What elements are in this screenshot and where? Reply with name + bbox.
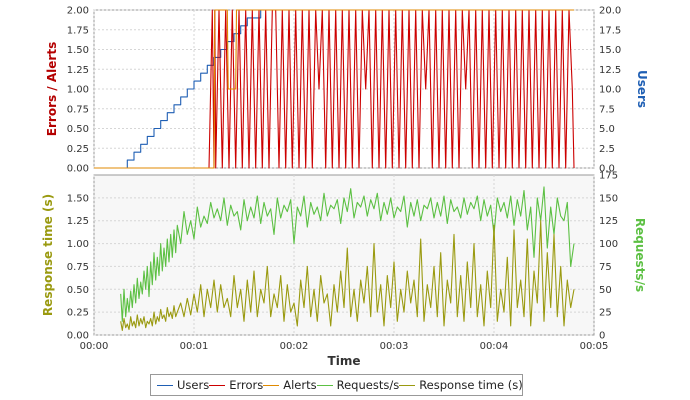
bottom-ticks: 0.00 0.25 0.50 0.75 1.00 1.25 1.50 0 25 50 75 100 12… [67,171,618,353]
right-tick-label: 7.5 [599,104,615,115]
left-tick-label: 1.50 [67,193,89,204]
legend-label-alerts: Alerts [283,378,317,392]
right-tick-label: 20.0 [599,6,621,17]
x-axis-title: Time [328,354,361,368]
series-line-errors [94,9,575,169]
right-tick-label: 10.0 [599,85,621,96]
left-tick-label: 1.00 [67,85,89,96]
legend-label-users: Users [177,378,210,392]
top-right-axis-title: Users [635,70,649,108]
legend-swatch-alerts [263,384,280,386]
x-tick-label: 00:05 [580,341,609,352]
top-panel: 0.00 0.25 0.50 0.75 1.00 1.25 1.50 1.75 2.00 0.0 2… [45,6,649,175]
bottom-right-axis-title: Requests/s [633,218,647,292]
x-tick-label: 00:04 [480,341,509,352]
right-tick-label: 100 [599,239,618,250]
series-line-requests-s [120,186,575,322]
legend-swatch-errors [209,384,226,386]
left-tick-label: 1.25 [67,216,89,227]
right-tick-label: 17.5 [599,25,621,36]
left-tick-label: 0.75 [67,104,89,115]
legend-item-users: Users [157,378,209,392]
legend-item-response-time: Response time (s) [399,378,523,392]
right-tick-label: 12.5 [599,65,621,76]
left-tick-label: 0.50 [67,285,89,296]
right-tick-label: 2.5 [599,144,615,155]
left-tick-label: 0.00 [67,331,89,342]
left-tick-label: 1.50 [67,45,89,56]
left-tick-label: 0.25 [67,308,89,319]
left-tick-label: 0.75 [67,262,89,273]
legend: Users Errors Alerts Requests/s Response … [150,374,523,396]
bottom-panel: 0.00 0.25 0.50 0.75 1.00 1.25 1.50 0 25 50 75 100 12… [41,171,647,369]
top-series [94,9,575,169]
left-tick-label: 0.00 [67,164,89,175]
right-tick-label: 50 [599,285,612,296]
legend-item-requests: Requests/s [316,378,400,392]
legend-label-requests: Requests/s [336,378,400,392]
top-ticks: 0.00 0.25 0.50 0.75 1.00 1.25 1.50 1.75 2.00 0.0 2… [67,6,622,175]
top-left-axis-title: Errors / Alerts [45,42,59,136]
legend-item-errors: Errors [209,378,263,392]
bottom-series [120,186,575,331]
legend-swatch-response-time [399,384,416,386]
legend-swatch-requests [316,384,333,386]
left-tick-label: 1.25 [67,65,89,76]
right-tick-label: 25 [599,308,612,319]
bottom-left-axis-title: Response time (s) [41,194,55,316]
x-tick-label: 00:03 [380,341,409,352]
right-tick-label: 0.0 [599,164,615,175]
x-tick-label: 00:02 [280,341,309,352]
right-tick-label: 5.0 [599,124,615,135]
legend-label-response-time: Response time (s) [419,378,523,392]
series-line-response-time-s [120,220,575,331]
right-tick-label: 175 [599,171,618,182]
legend-item-alerts: Alerts [263,378,317,392]
left-tick-label: 0.50 [67,124,89,135]
series-line-alerts [94,9,574,169]
x-tick-label: 00:00 [80,341,109,352]
right-tick-label: 0 [599,331,605,342]
legend-label-errors: Errors [229,378,264,392]
right-tick-label: 150 [599,193,618,204]
left-tick-label: 2.00 [67,6,89,17]
x-tick-label: 00:01 [180,341,209,352]
left-tick-label: 0.25 [67,144,89,155]
legend-swatch-users [157,384,173,386]
right-tick-label: 75 [599,262,612,273]
right-tick-label: 15.0 [599,45,621,56]
left-tick-label: 1.75 [67,25,89,36]
left-tick-label: 1.00 [67,239,89,250]
right-tick-label: 125 [599,216,618,227]
